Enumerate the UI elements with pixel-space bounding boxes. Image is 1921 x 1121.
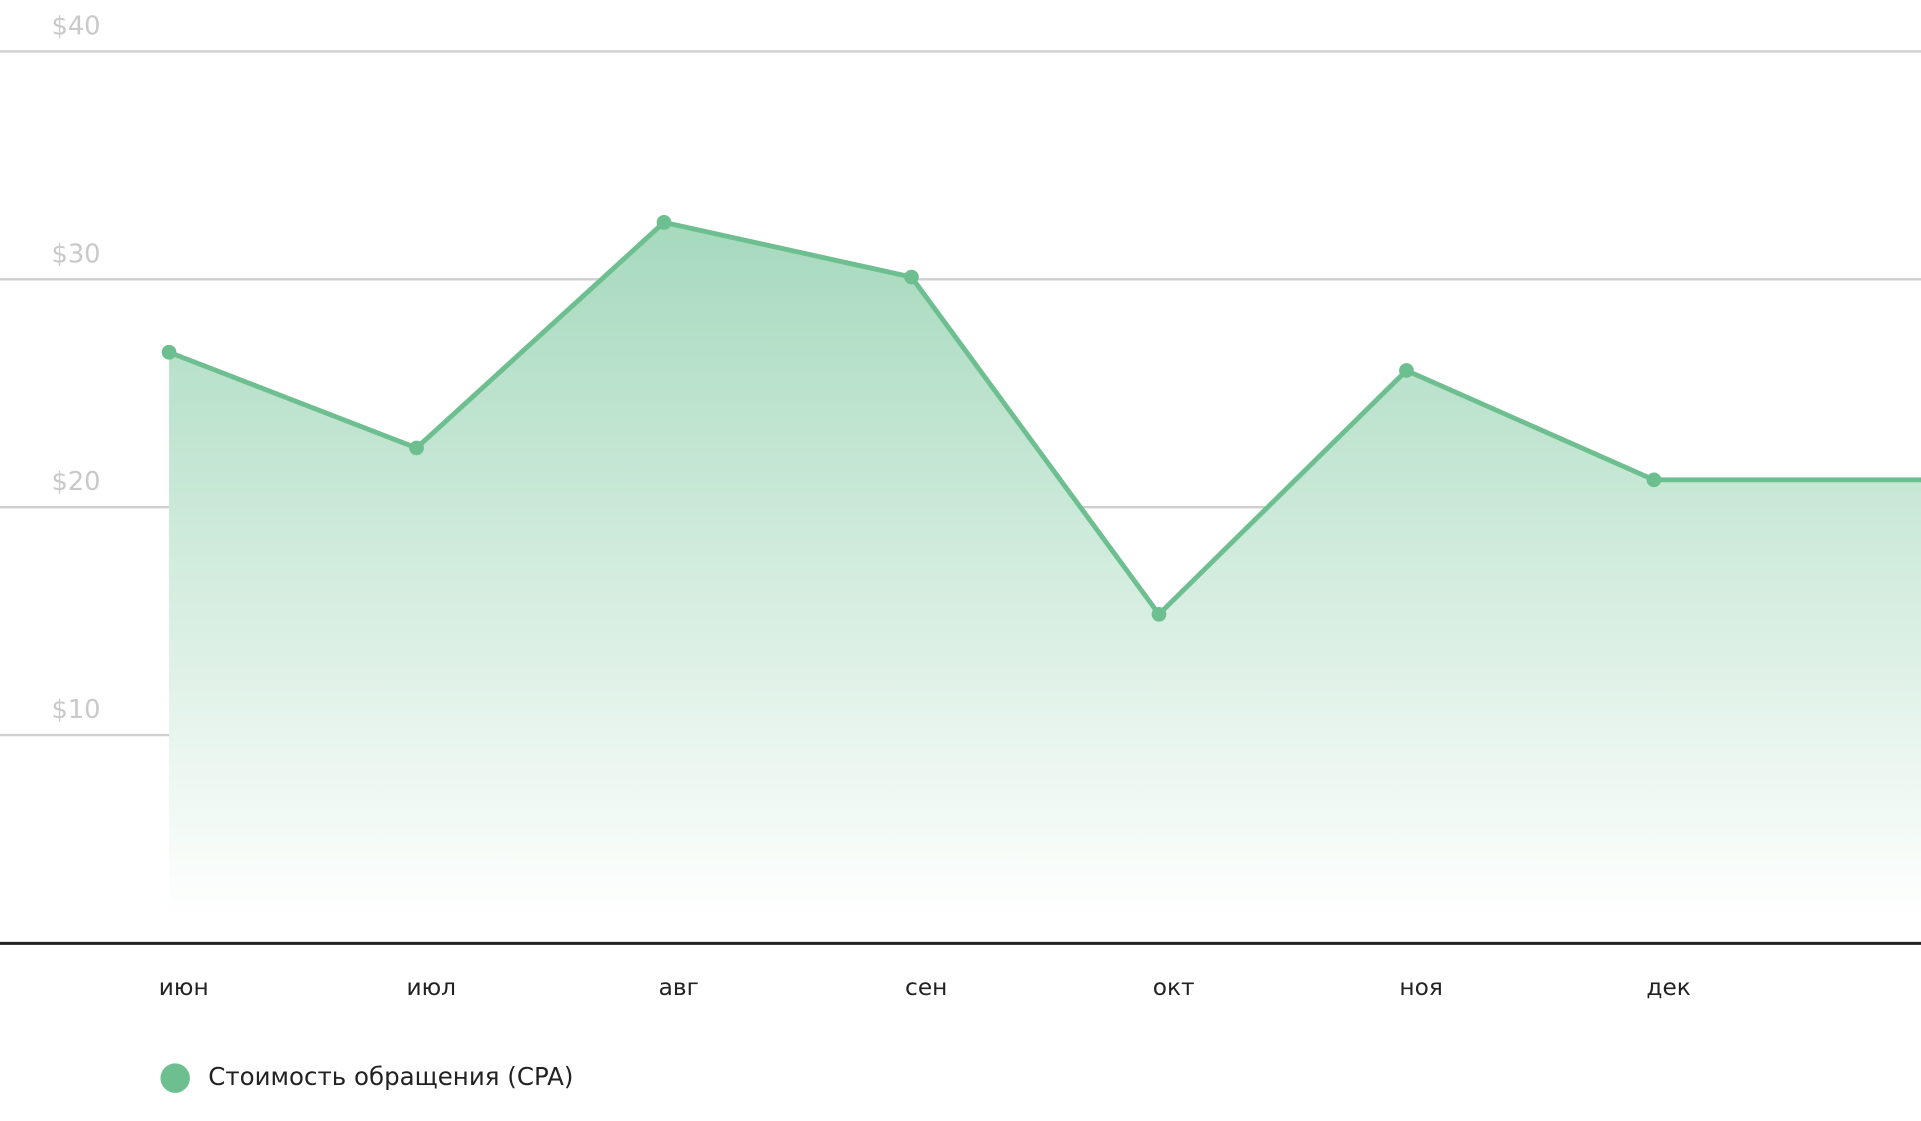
area-fill <box>169 222 1921 919</box>
x-tick-label: авг <box>659 974 699 1001</box>
data-point <box>161 344 177 360</box>
y-tick-label: $20 <box>51 467 100 497</box>
x-tick-label: сен <box>905 974 947 1001</box>
data-point <box>904 269 919 285</box>
data-point <box>409 440 424 456</box>
data-point <box>1399 363 1414 378</box>
legend-label: Стоимость обращения (CPA) <box>208 1062 573 1091</box>
x-tick-label: июн <box>159 974 209 1001</box>
x-tick-label: дек <box>1646 974 1690 1001</box>
data-point <box>1151 606 1167 622</box>
y-tick-label: $30 <box>51 239 100 269</box>
x-tick-label: июл <box>406 974 456 1001</box>
legend-swatch <box>160 1063 190 1093</box>
data-point <box>656 215 672 230</box>
x-tick-label: ноя <box>1399 974 1442 1001</box>
y-tick-label: $10 <box>51 695 100 725</box>
x-tick-label: окт <box>1153 974 1195 1001</box>
data-point <box>1646 472 1662 488</box>
y-tick-label: $40 <box>51 11 100 41</box>
